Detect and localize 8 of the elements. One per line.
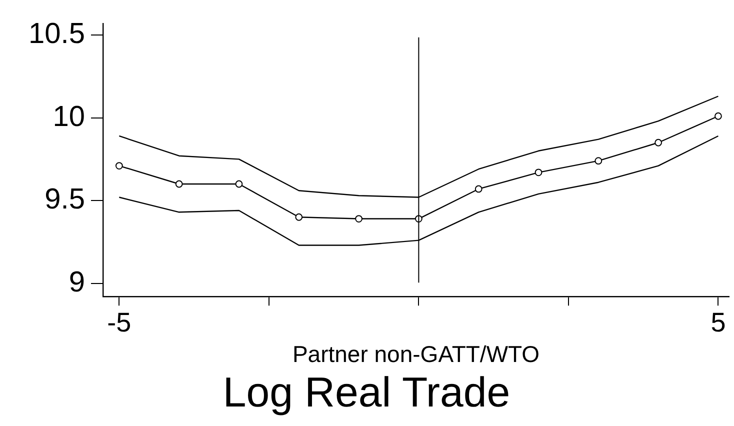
x-tick-label: 5 bbox=[710, 307, 726, 338]
y-tick-label: 10.5 bbox=[28, 18, 85, 50]
text: Log Real Trade bbox=[222, 368, 510, 416]
x-tick-label: -5 bbox=[107, 307, 132, 338]
y-tick-label: 9 bbox=[68, 266, 85, 298]
x-axis-title: Partner non-GATT/WTO bbox=[292, 341, 540, 368]
y-tick-label: 9.5 bbox=[44, 184, 85, 216]
y-tick-label: 10 bbox=[52, 100, 85, 133]
